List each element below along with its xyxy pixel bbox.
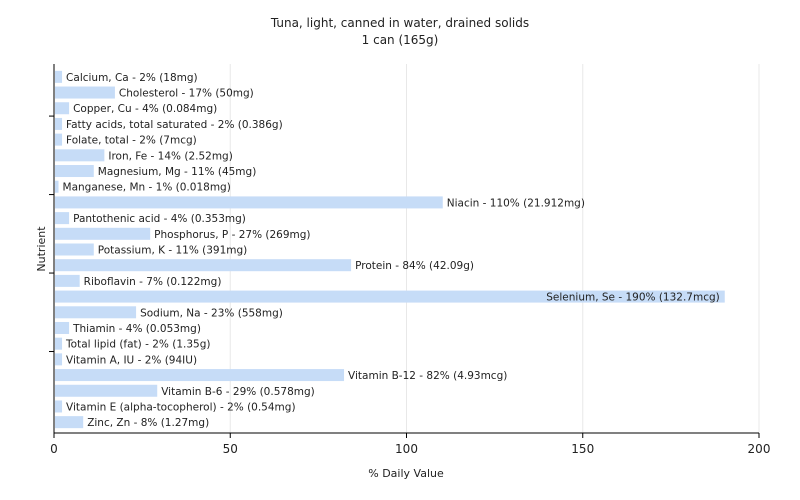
y-axis-label: Nutrient xyxy=(35,226,48,272)
x-tick-label: 0 xyxy=(50,442,58,456)
bar xyxy=(55,86,115,99)
bar xyxy=(55,321,70,334)
bar xyxy=(55,384,158,397)
bar-label: Fatty acids, total saturated - 2% (0.386… xyxy=(66,119,283,131)
bar xyxy=(55,259,352,272)
bar xyxy=(55,117,63,130)
bar-label: Cholesterol - 17% (50mg) xyxy=(119,88,254,100)
bar xyxy=(55,102,70,115)
bar-label: Vitamin B-6 - 29% (0.578mg) xyxy=(161,386,315,398)
bar-label: Folate, total - 2% (7mcg) xyxy=(66,135,197,147)
bar-label: Vitamin A, IU - 2% (94IU) xyxy=(66,354,197,366)
bar-label: Vitamin E (alpha-tocopherol) - 2% (0.54m… xyxy=(66,401,295,413)
bar-label: Iron, Fe - 14% (2.52mg) xyxy=(108,150,232,162)
bar xyxy=(55,180,59,193)
bar xyxy=(55,416,84,429)
bar xyxy=(55,290,725,303)
x-tick-label: 50 xyxy=(223,442,238,456)
x-axis-label: % Daily Value xyxy=(368,467,444,480)
bar xyxy=(55,274,80,287)
bar xyxy=(55,149,105,162)
chart-subtitle: 1 can (165g) xyxy=(362,33,439,47)
bar xyxy=(55,369,345,382)
bar-labels: Calcium, Ca - 2% (18mg) Cholesterol - 17%… xyxy=(63,72,720,429)
bar xyxy=(55,337,63,350)
x-tick-label: 200 xyxy=(748,442,771,456)
bar-label: Manganese, Mn - 1% (0.018mg) xyxy=(63,182,231,194)
bar xyxy=(55,133,63,146)
bar-label: Zinc, Zn - 8% (1.27mg) xyxy=(87,417,209,429)
bar xyxy=(55,165,94,178)
bar-label: Vitamin B-12 - 82% (4.93mcg) xyxy=(348,370,507,382)
bar-label: Copper, Cu - 4% (0.084mg) xyxy=(73,103,217,115)
bar xyxy=(55,212,70,225)
bar-label: Selenium, Se - 190% (132.7mcg) xyxy=(546,292,720,304)
x-tick-label: 100 xyxy=(395,442,418,456)
axes: 0 50 100 150 200 xyxy=(49,64,770,456)
bar xyxy=(55,70,63,83)
bar-label: Calcium, Ca - 2% (18mg) xyxy=(66,72,198,84)
bar-label: Magnesium, Mg - 11% (45mg) xyxy=(98,166,257,178)
bar-label: Protein - 84% (42.09g) xyxy=(355,260,474,272)
bar-label: Niacin - 110% (21.912mg) xyxy=(447,197,585,209)
bar xyxy=(55,306,137,319)
bar xyxy=(55,196,443,209)
chart-title: Tuna, light, canned in water, drained so… xyxy=(270,16,529,30)
bar-label: Pantothenic acid - 4% (0.353mg) xyxy=(73,213,246,225)
bar xyxy=(55,243,94,256)
bar-label: Total lipid (fat) - 2% (1.35g) xyxy=(65,339,210,351)
bar-label: Sodium, Na - 23% (558mg) xyxy=(140,307,283,319)
bar xyxy=(55,400,63,413)
x-tick-label: 150 xyxy=(571,442,594,456)
bar-label: Riboflavin - 7% (0.122mg) xyxy=(84,276,222,288)
bar-series xyxy=(55,70,725,429)
bar xyxy=(55,353,63,366)
bar xyxy=(55,227,151,240)
bar-label: Phosphorus, P - 27% (269mg) xyxy=(154,229,310,241)
bar-label: Thiamin - 4% (0.053mg) xyxy=(72,323,201,335)
bar-label: Potassium, K - 11% (391mg) xyxy=(98,245,248,257)
